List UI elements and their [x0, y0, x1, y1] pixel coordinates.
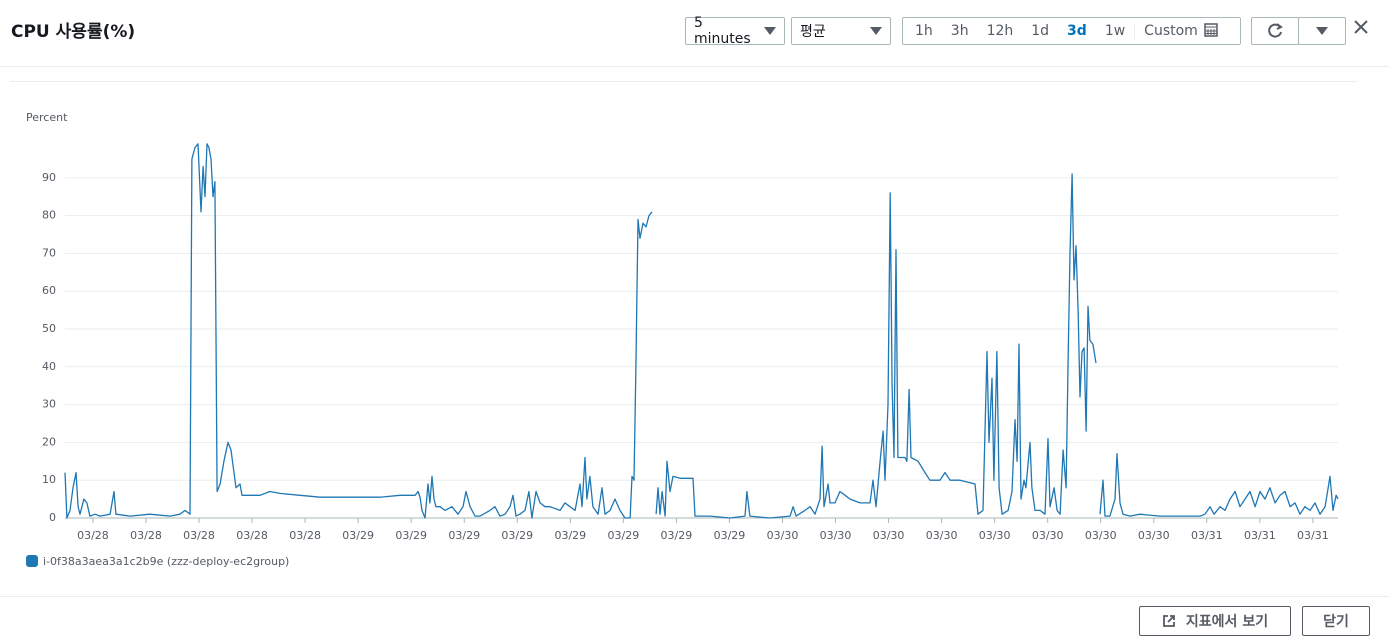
close-icon[interactable] [1353, 19, 1369, 35]
time-range-button[interactable]: 1w [1104, 23, 1126, 39]
period-value: 5 minutes [694, 15, 751, 47]
external-link-icon [1163, 615, 1175, 627]
series-line [64, 143, 1339, 519]
time-range-group: 1h 3h 12h 1d 3d 1w Custom [902, 17, 1241, 45]
x-tick-label: 03/29 [501, 529, 533, 542]
x-tick-label: 03/31 [1244, 529, 1276, 542]
x-tick-label: 03/28 [289, 529, 321, 542]
x-tick-label: 03/29 [661, 529, 693, 542]
x-tick-label: 03/30 [873, 529, 905, 542]
y-axis-label: Percent [26, 111, 68, 124]
statistic-select[interactable]: 평균 [791, 17, 891, 45]
modal-title: CPU 사용률(%) [11, 22, 136, 42]
calendar-icon [1204, 23, 1218, 37]
x-tick-label: 03/30 [820, 529, 852, 542]
x-tick-label: 03/29 [395, 529, 427, 542]
y-tick-label: 70 [42, 246, 56, 259]
x-tick-label: 03/30 [926, 529, 958, 542]
x-tick-label: 03/30 [1085, 529, 1117, 542]
chart: Percent 0 10 20 30 40 50 60 70 80 90 03/28 03/28 03/… [26, 111, 1339, 568]
x-tick-label: 03/29 [608, 529, 640, 542]
time-range-button[interactable]: 3h [950, 23, 969, 39]
footer-divider [0, 596, 1389, 597]
y-tick-label: 30 [42, 398, 56, 411]
x-tick-label: 03/30 [1032, 529, 1064, 542]
x-tick-label: 03/29 [714, 529, 746, 542]
time-range-button[interactable]: 12h [986, 23, 1014, 39]
dropdown-arrow [764, 27, 776, 35]
y-tick-label: 60 [42, 284, 56, 297]
time-range-button[interactable]: 1h [915, 23, 933, 39]
dropdown-arrow [1316, 27, 1328, 35]
divider [10, 81, 1357, 82]
time-range-button[interactable]: 3d [1067, 23, 1087, 39]
y-tick-label: 40 [42, 360, 56, 373]
period-select[interactable]: 5 minutes [685, 15, 785, 47]
x-tick-label: 03/29 [342, 529, 374, 542]
y-tick-label: 80 [42, 209, 56, 222]
y-tick-label: 90 [42, 171, 56, 184]
x-tick-label: 03/29 [448, 529, 480, 542]
refresh-options[interactable] [1298, 17, 1346, 45]
x-tick-label: 03/28 [130, 529, 162, 542]
statistic-value: 평균 [800, 24, 826, 40]
time-range-button[interactable]: 1d [1031, 23, 1050, 39]
y-tick-label: 10 [42, 473, 56, 486]
x-tick-label: 03/30 [979, 529, 1011, 542]
close-button[interactable]: 닫기 [1302, 606, 1370, 636]
button-label: 닫기 [1323, 614, 1349, 630]
x-tick-label: 03/28 [183, 529, 215, 542]
dropdown-arrow [870, 27, 882, 35]
legend-label: i-0f38a3aea3a1c2b9e (zzz-deploy-ec2group… [43, 555, 289, 568]
x-tick-label: 03/30 [767, 529, 799, 542]
x-tick-label: 03/31 [1297, 529, 1329, 542]
header: CPU 사용률(%) 5 minutes 평균 1h 3h 12h 1d 3d 1w Cus… [0, 0, 1389, 67]
y-tick-label: 50 [42, 322, 56, 335]
button-label: 지표에서 보기 [1185, 614, 1269, 630]
y-tick-label: 0 [49, 511, 56, 524]
x-tick-label: 03/28 [77, 529, 109, 542]
y-tick-label: 20 [42, 435, 56, 448]
x-tick-label: 03/31 [1191, 529, 1223, 542]
x-tick-label: 03/28 [236, 529, 268, 542]
x-tick-label: 03/30 [1138, 529, 1170, 542]
time-range-button[interactable]: Custom [1134, 23, 1227, 39]
refresh-icon [1268, 23, 1283, 38]
x-tick-label: 03/29 [554, 529, 586, 542]
legend-swatch [26, 555, 38, 567]
view-in-metrics-button[interactable]: 지표에서 보기 [1139, 606, 1291, 636]
